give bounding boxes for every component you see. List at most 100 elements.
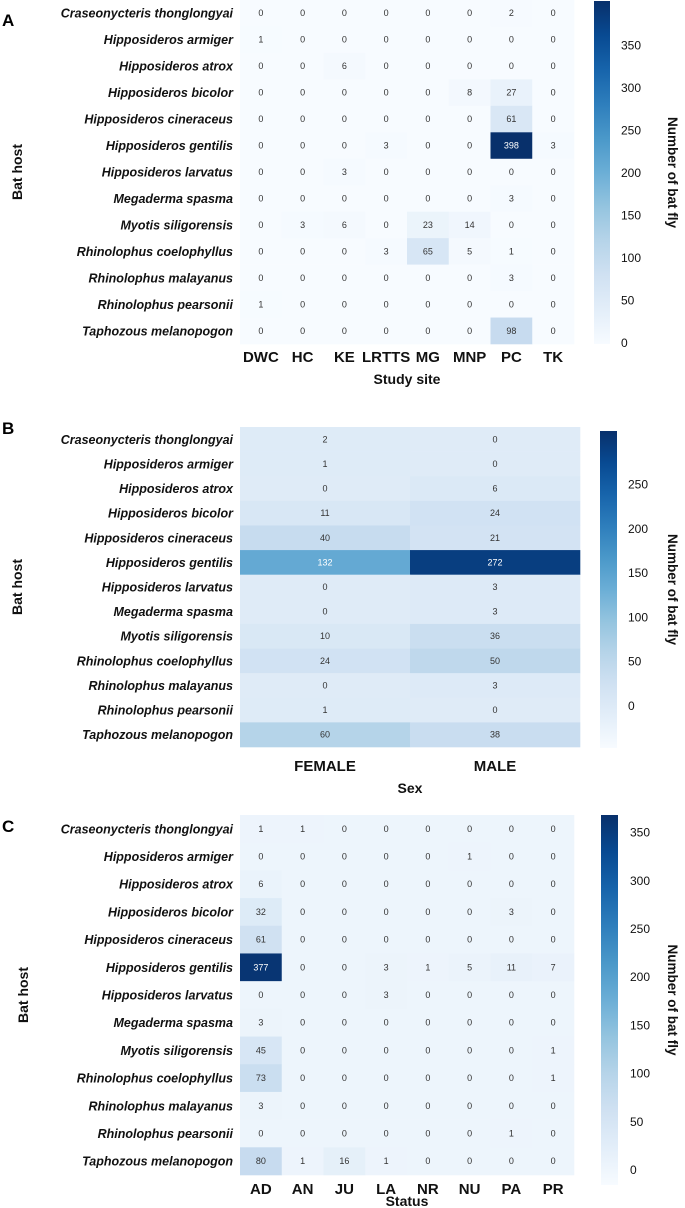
colorbar-tick-label: 50 (628, 655, 642, 669)
cell-value-label: 0 (492, 705, 497, 715)
heatmap-cell (448, 52, 491, 80)
heatmap-cell (490, 52, 533, 80)
cell-value-label: 0 (425, 141, 430, 151)
heatmap-cell (323, 815, 366, 843)
heatmap-cell (240, 898, 283, 927)
colorbar-tick-label: 0 (628, 699, 635, 713)
panel-letter: C (2, 817, 14, 836)
cell-value-label: 0 (425, 114, 430, 124)
heatmap-cell (365, 211, 408, 239)
x-tick-label: FEMALE (294, 758, 356, 775)
heatmap-cell (532, 264, 575, 292)
y-axis-title: Bat host (9, 144, 25, 200)
heatmap-cell (240, 26, 283, 54)
cell-value-label: 73 (256, 1073, 266, 1083)
cell-value-label: 98 (506, 326, 516, 336)
cell-value-label: 0 (425, 824, 430, 834)
y-axis-title: Bat host (9, 559, 25, 615)
cell-value-label: 0 (300, 852, 305, 862)
cell-value-label: 0 (342, 1128, 347, 1138)
heatmap-cell (240, 623, 411, 649)
heatmap-cell (365, 1064, 408, 1093)
colorbar-tick-label: 100 (621, 251, 641, 265)
cell-value-label: 6 (342, 220, 347, 230)
heatmap-cell (407, 264, 450, 292)
heatmap-cell (490, 1064, 533, 1093)
heatmap-cell (365, 105, 408, 133)
heatmap-cell (448, 26, 491, 54)
heatmap-cell (448, 815, 491, 843)
y-tick-label: Rhinolophus pearsonii (98, 1127, 234, 1141)
heatmap-cell (490, 79, 533, 107)
heatmap-cell (323, 870, 366, 899)
heatmap-cell (323, 79, 366, 107)
heatmap-cell (407, 1064, 450, 1093)
cell-value-label: 0 (467, 1018, 472, 1028)
heatmap-cell (532, 815, 575, 843)
cell-value-label: 132 (317, 557, 332, 567)
heatmap-cell (532, 185, 575, 212)
cell-value-label: 0 (492, 459, 497, 469)
heatmap-cell (323, 981, 366, 1010)
heatmap-cell (323, 291, 366, 318)
heatmap-cell (281, 870, 324, 899)
cell-value-label: 36 (490, 631, 500, 641)
cell-value-label: 0 (300, 273, 305, 283)
heatmap-cell (532, 1008, 575, 1037)
cell-value-label: 0 (551, 326, 556, 336)
heatmap-cell (532, 0, 575, 27)
cell-value-label: 0 (384, 8, 389, 18)
cell-value-label: 6 (492, 484, 497, 494)
heatmap-cell (490, 953, 533, 982)
heatmap-cell (365, 815, 408, 843)
cell-value-label: 1 (258, 35, 263, 45)
colorbar-tick-label: 0 (621, 336, 628, 350)
y-tick-label: Hipposideros cineraceus (84, 933, 233, 947)
x-axis-title: Study site (374, 371, 441, 387)
cell-value-label: 0 (342, 88, 347, 98)
heatmap-cell (240, 953, 283, 982)
cell-value-label: 0 (258, 61, 263, 71)
y-tick-label: Hipposideros gentilis (106, 556, 233, 570)
heatmap-cell (281, 842, 324, 871)
cell-value-label: 1 (551, 1045, 556, 1055)
cell-value-label: 0 (300, 962, 305, 972)
cell-value-label: 0 (425, 167, 430, 177)
cell-value-label: 7 (551, 962, 556, 972)
colorbar (594, 1, 610, 344)
cell-value-label: 0 (425, 852, 430, 862)
heatmap-cell (240, 1091, 283, 1120)
heatmap-cell (448, 870, 491, 899)
colorbar-tick-label: 0 (630, 1163, 637, 1177)
heatmap-cell (490, 870, 533, 899)
cell-value-label: 0 (509, 1045, 514, 1055)
heatmap-cell (240, 451, 411, 477)
heatmap-cell (410, 673, 581, 699)
cell-value-label: 1 (509, 1128, 514, 1138)
cell-value-label: 27 (506, 88, 516, 98)
heatmap-cell (532, 132, 575, 160)
cell-value-label: 0 (300, 935, 305, 945)
cell-value-label: 0 (258, 326, 263, 336)
heatmap-cell (281, 1147, 324, 1176)
heatmap-cell (532, 26, 575, 54)
cell-value-label: 0 (322, 680, 327, 690)
cell-value-label: 0 (467, 1128, 472, 1138)
heatmap-cell (448, 132, 491, 160)
y-tick-label: Hipposideros cineraceus (84, 531, 233, 545)
heatmap-cell (365, 1119, 408, 1148)
colorbar-tick-label: 250 (621, 124, 641, 138)
y-tick-label: Hipposideros armiger (104, 33, 234, 47)
cell-value-label: 5 (467, 246, 472, 256)
heatmap-cell (240, 158, 283, 186)
cell-value-label: 0 (258, 88, 263, 98)
cell-value-label: 0 (384, 61, 389, 71)
heatmap-cell (532, 898, 575, 927)
cell-value-label: 1 (509, 246, 514, 256)
heatmap-cell (365, 132, 408, 160)
heatmap-cell (407, 981, 450, 1010)
cell-value-label: 24 (490, 508, 500, 518)
heatmap-cell (448, 953, 491, 982)
cell-value-label: 0 (258, 990, 263, 1000)
